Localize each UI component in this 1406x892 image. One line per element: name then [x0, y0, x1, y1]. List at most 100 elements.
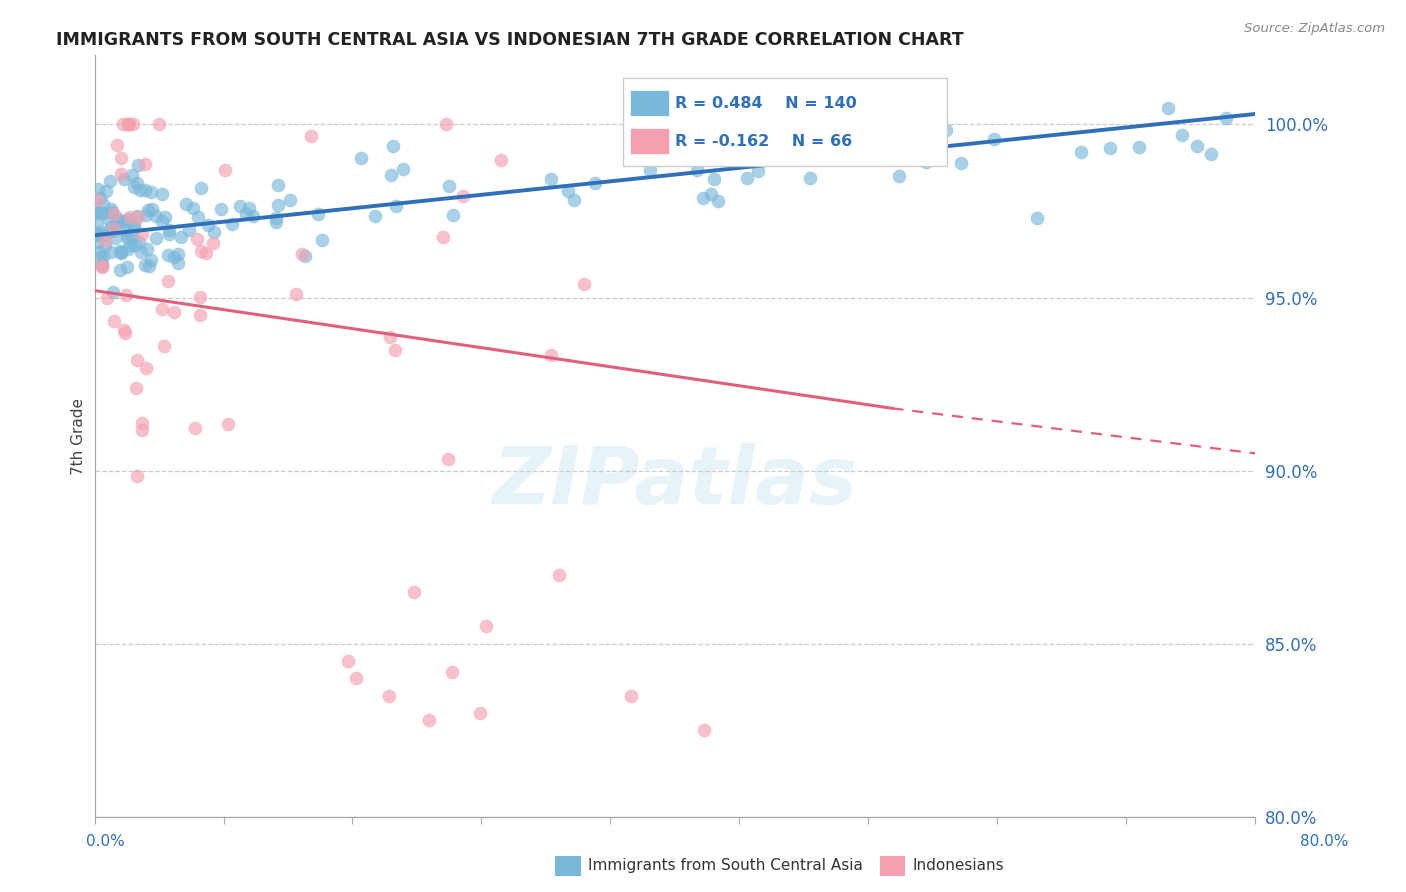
- Point: [115, 287, 138, 301]
- Point: [103, 207, 125, 221]
- Point: [540, 172, 562, 186]
- Point: [221, 218, 243, 232]
- Point: [117, 242, 139, 256]
- Point: [135, 361, 157, 376]
- Point: [572, 277, 595, 292]
- Point: [105, 211, 128, 225]
- FancyBboxPatch shape: [630, 128, 669, 154]
- Point: [101, 285, 124, 300]
- Point: [93, 206, 115, 220]
- Point: [117, 117, 139, 131]
- Point: [148, 117, 170, 131]
- Point: [110, 263, 132, 277]
- Point: [380, 169, 402, 183]
- Point: [86, 216, 108, 230]
- Point: [107, 213, 129, 227]
- Y-axis label: 7th Grade: 7th Grade: [72, 398, 86, 475]
- Point: [110, 245, 132, 260]
- Point: [1171, 128, 1194, 143]
- Point: [436, 452, 458, 467]
- Point: [744, 113, 766, 128]
- Point: [127, 210, 149, 224]
- Point: [1026, 211, 1049, 225]
- Point: [89, 191, 111, 205]
- Point: [468, 706, 491, 720]
- Point: [384, 343, 406, 357]
- Point: [547, 567, 569, 582]
- Point: [90, 260, 112, 274]
- Point: [1157, 101, 1180, 115]
- Point: [86, 204, 108, 219]
- Point: [190, 181, 212, 195]
- Point: [392, 161, 415, 176]
- Point: [267, 197, 290, 211]
- Point: [118, 117, 141, 131]
- Point: [111, 117, 134, 131]
- Text: 0.0%: 0.0%: [86, 834, 125, 848]
- Point: [344, 672, 367, 686]
- Text: IMMIGRANTS FROM SOUTH CENTRAL ASIA VS INDONESIAN 7TH GRADE CORRELATION CHART: IMMIGRANTS FROM SOUTH CENTRAL ASIA VS IN…: [56, 31, 965, 49]
- Point: [103, 221, 125, 235]
- Point: [197, 218, 219, 232]
- Text: Source: ZipAtlas.com: Source: ZipAtlas.com: [1244, 22, 1385, 36]
- Point: [889, 169, 911, 183]
- Point: [127, 158, 149, 172]
- Point: [115, 223, 138, 237]
- Point: [87, 182, 110, 196]
- Point: [378, 330, 401, 344]
- Text: R = 0.484    N = 140: R = 0.484 N = 140: [675, 95, 856, 111]
- Point: [135, 209, 157, 223]
- Point: [87, 245, 110, 260]
- Point: [150, 186, 173, 201]
- Point: [214, 162, 236, 177]
- Point: [97, 224, 120, 238]
- Point: [86, 227, 108, 241]
- Point: [562, 193, 585, 207]
- Point: [915, 155, 938, 169]
- Point: [217, 417, 239, 431]
- Point: [139, 186, 162, 200]
- Point: [242, 209, 264, 223]
- Point: [114, 322, 136, 336]
- Point: [110, 215, 132, 229]
- Point: [122, 222, 145, 236]
- Point: [692, 192, 714, 206]
- Point: [145, 209, 167, 223]
- Point: [336, 654, 359, 668]
- Point: [124, 238, 146, 252]
- Point: [86, 193, 108, 207]
- Text: Immigrants from South Central Asia: Immigrants from South Central Asia: [588, 858, 863, 872]
- Point: [181, 201, 204, 215]
- Point: [176, 197, 198, 211]
- Point: [747, 163, 769, 178]
- Point: [157, 222, 180, 236]
- Point: [441, 209, 464, 223]
- Point: [134, 157, 156, 171]
- Point: [585, 176, 607, 190]
- Point: [121, 230, 143, 244]
- Point: [229, 199, 252, 213]
- Point: [131, 417, 153, 431]
- Point: [658, 142, 681, 156]
- Point: [112, 213, 135, 227]
- Point: [125, 381, 148, 395]
- Point: [799, 170, 821, 185]
- Point: [807, 120, 830, 135]
- Point: [557, 184, 579, 198]
- Point: [86, 204, 108, 219]
- Point: [110, 245, 132, 260]
- Point: [97, 211, 120, 226]
- Point: [1201, 146, 1223, 161]
- Point: [377, 689, 399, 703]
- Point: [418, 713, 440, 727]
- Point: [620, 689, 643, 703]
- Point: [91, 227, 114, 242]
- Point: [128, 235, 150, 250]
- Point: [912, 115, 935, 129]
- Point: [127, 210, 149, 224]
- Point: [1215, 112, 1237, 126]
- Point: [202, 225, 225, 239]
- Point: [87, 225, 110, 239]
- Point: [190, 244, 212, 258]
- Point: [157, 274, 180, 288]
